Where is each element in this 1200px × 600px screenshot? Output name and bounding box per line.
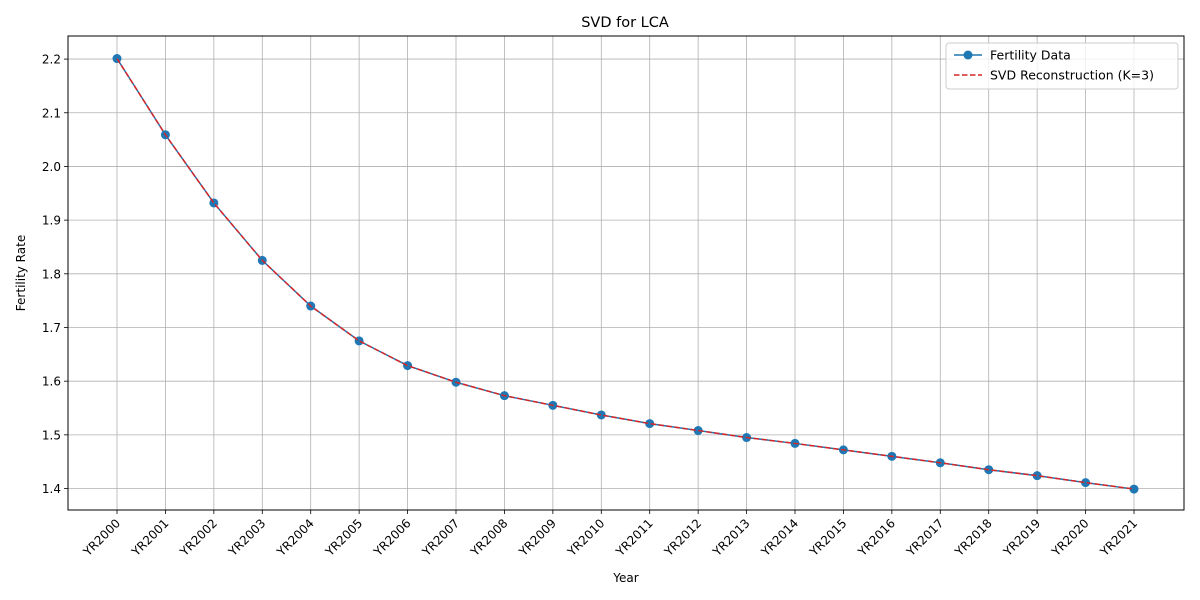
x-tick-label: YR2019: [1000, 516, 1043, 559]
x-tick-label: YR2016: [855, 516, 898, 559]
plot-frame: [67, 35, 1185, 511]
y-tick-label: 1.8: [42, 267, 61, 281]
y-tick-label: 1.6: [42, 375, 61, 389]
data-point-fertility-data: [596, 410, 606, 420]
y-tick-label: 1.7: [42, 321, 61, 335]
x-tick-label: YR2000: [80, 516, 123, 559]
x-axis-title: Year: [612, 571, 638, 585]
y-axis: 1.4 1.5 1.6 1.7 1.8 1.9 2.0 2.1 2.2: [42, 53, 68, 496]
data-point-fertility-data: [1081, 478, 1091, 488]
x-tick-label: YR2013: [709, 516, 752, 559]
x-tick-label: YR2007: [419, 516, 462, 559]
legend-label-fertility-data: Fertility Data: [990, 48, 1071, 63]
data-point-fertility-data: [693, 426, 703, 436]
data-point-fertility-data: [403, 361, 413, 371]
y-tick-label: 1.5: [42, 428, 61, 442]
x-tick-label: YR2017: [903, 516, 946, 559]
data-point-fertility-data: [645, 419, 655, 429]
y-axis-title: Fertility Rate: [14, 235, 28, 311]
series-line-svd-reconstruction: [116, 58, 1135, 490]
x-axis: YR2000 YR2001 YR2002 YR2003 YR2004 YR2005 YR20…: [80, 510, 1140, 560]
x-tick-label: YR2021: [1097, 516, 1140, 559]
x-tick-label: YR2006: [370, 516, 413, 559]
legend-box: [945, 42, 1179, 90]
y-tick-label: 1.4: [42, 482, 61, 496]
legend: Fertility Data SVD Reconstruction (K=3): [945, 42, 1179, 90]
data-point-fertility-data: [1129, 484, 1139, 494]
data-point-fertility-data: [1032, 471, 1042, 481]
y-tick-label: 2.0: [42, 160, 61, 174]
x-tick-label: YR2012: [661, 516, 704, 559]
x-tick-label: YR2018: [952, 516, 995, 559]
x-tick-label: YR2001: [128, 516, 171, 559]
plot-area: [67, 35, 1185, 511]
x-tick-label: YR2009: [516, 516, 559, 559]
chart-title: SVD for LCA: [581, 15, 669, 31]
x-tick-label: YR2011: [613, 516, 656, 559]
legend-marker-fertility-data: [963, 50, 973, 60]
x-tick-label: YR2015: [806, 516, 849, 559]
x-tick-label: YR2002: [177, 516, 220, 559]
x-tick-label: YR2003: [225, 516, 268, 559]
x-tick-label: YR2010: [564, 516, 607, 559]
y-tick-label: 2.1: [42, 106, 61, 120]
x-tick-label: YR2014: [758, 516, 801, 559]
x-tick-label: YR2005: [322, 516, 365, 559]
grid-lines: [68, 36, 1184, 510]
y-tick-label: 1.9: [42, 214, 61, 228]
legend-label-svd-reconstruction: SVD Reconstruction (K=3): [990, 68, 1154, 83]
x-tick-label: YR2004: [274, 516, 317, 559]
series-layer: [112, 54, 1139, 494]
y-tick-label: 2.2: [42, 53, 61, 67]
x-tick-label: YR2020: [1048, 516, 1091, 559]
x-tick-label: YR2008: [467, 516, 510, 559]
